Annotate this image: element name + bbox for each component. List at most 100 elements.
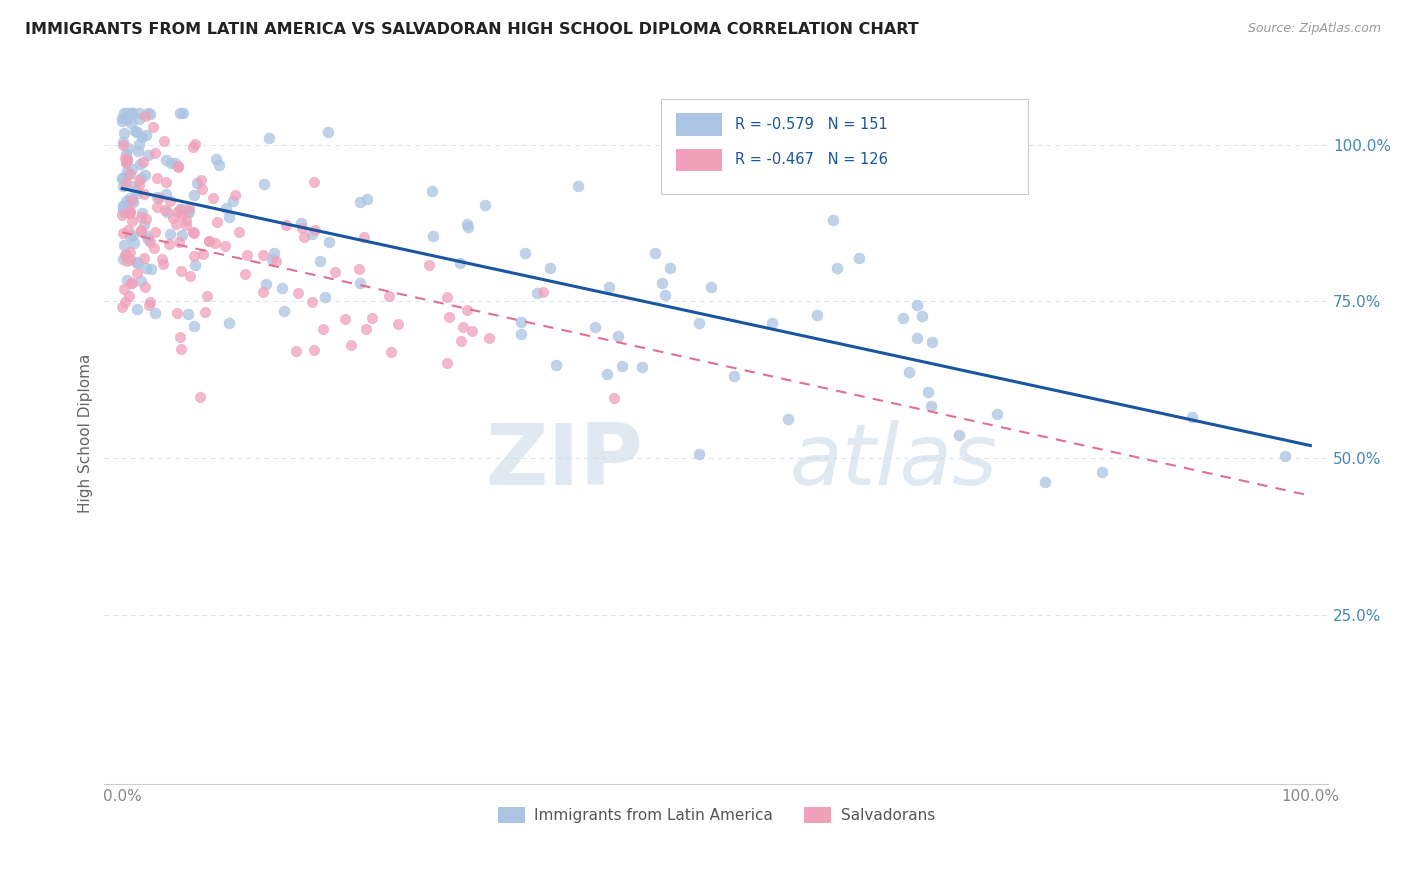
Point (917, 384, 939, 399)
Point (112, 106, 135, 120)
Point (166, 306, 188, 320)
Point (544, 359, 567, 373)
Point (301, 295, 323, 310)
Point (776, 412, 799, 426)
Point (304, 223, 326, 237)
Point (111, 199, 134, 213)
Point (124, 124, 146, 138)
Point (688, 447, 710, 461)
Point (526, 286, 548, 301)
Point (136, 148, 159, 162)
Point (610, 359, 633, 373)
Point (179, 269, 201, 284)
Point (117, 222, 139, 236)
Point (323, 265, 346, 279)
Point (921, 399, 943, 413)
Point (115, 156, 138, 170)
Point (139, 235, 162, 249)
Point (607, 328, 630, 343)
Point (127, 301, 149, 316)
Point (115, 163, 138, 178)
Point (353, 230, 375, 244)
Point (510, 326, 533, 341)
Point (115, 153, 138, 168)
Point (252, 248, 274, 262)
Point (157, 237, 180, 252)
Point (823, 212, 845, 227)
Point (136, 232, 159, 246)
Point (456, 303, 478, 318)
Point (177, 307, 200, 321)
Point (170, 342, 193, 356)
Point (598, 279, 620, 293)
Point (309, 253, 332, 268)
Point (205, 152, 228, 166)
Point (112, 226, 135, 240)
FancyBboxPatch shape (676, 149, 723, 171)
Point (449, 255, 471, 269)
Point (195, 289, 218, 303)
Point (179, 205, 201, 219)
Point (349, 277, 371, 291)
Point (538, 260, 561, 275)
Point (114, 176, 136, 190)
Text: R = -0.579   N = 151: R = -0.579 N = 151 (734, 117, 887, 132)
Text: ZIP: ZIP (485, 419, 643, 502)
Point (111, 199, 134, 213)
Point (761, 316, 783, 330)
Legend: Immigrants from Latin America, Salvadorans: Immigrants from Latin America, Salvadora… (492, 801, 941, 829)
Point (114, 126, 136, 140)
Point (461, 324, 484, 338)
Point (172, 106, 194, 120)
Text: R = -0.467   N = 126: R = -0.467 N = 126 (734, 153, 887, 168)
Point (218, 210, 240, 224)
Point (183, 318, 205, 333)
Point (114, 146, 136, 161)
Point (271, 281, 294, 295)
Point (115, 169, 138, 183)
Point (128, 173, 150, 187)
Point (128, 112, 150, 126)
Point (115, 112, 138, 126)
Point (127, 256, 149, 270)
Point (120, 229, 142, 244)
Point (204, 236, 226, 251)
Point (112, 237, 135, 252)
Point (124, 183, 146, 197)
Point (115, 194, 138, 208)
Point (135, 260, 157, 275)
Point (134, 110, 156, 124)
Point (457, 220, 479, 235)
Point (125, 186, 148, 200)
Point (314, 289, 336, 303)
Point (361, 310, 384, 325)
Point (143, 241, 166, 255)
Point (177, 204, 200, 219)
Point (155, 175, 177, 189)
FancyBboxPatch shape (661, 99, 1028, 194)
Point (651, 276, 673, 290)
Point (121, 276, 143, 290)
Point (284, 343, 307, 358)
Point (948, 428, 970, 442)
Point (596, 367, 619, 381)
Point (114, 248, 136, 262)
Point (688, 316, 710, 330)
Point (166, 204, 188, 219)
Point (117, 141, 139, 155)
Point (129, 274, 152, 288)
Point (129, 223, 152, 237)
Point (273, 303, 295, 318)
Point (214, 201, 236, 215)
Point (152, 257, 174, 271)
Point (848, 251, 870, 265)
Point (134, 186, 156, 201)
Point (131, 129, 153, 144)
Point (333, 312, 356, 326)
Point (111, 170, 134, 185)
Point (420, 184, 443, 198)
Point (134, 280, 156, 294)
Point (170, 208, 193, 222)
Point (121, 214, 143, 228)
Point (422, 229, 444, 244)
